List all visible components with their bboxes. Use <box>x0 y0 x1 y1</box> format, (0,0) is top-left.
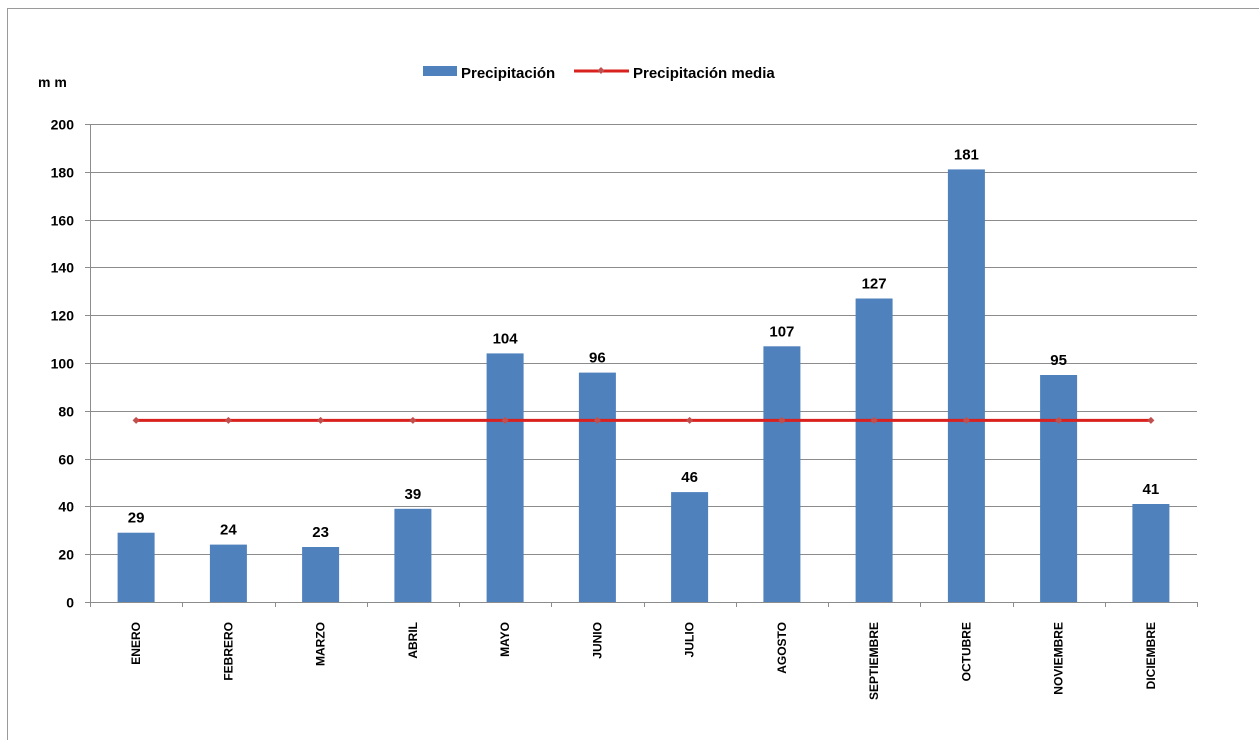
bar-octubre <box>948 169 985 602</box>
y-tick-label: 100 <box>51 356 75 372</box>
y-tick-label: 180 <box>51 165 75 181</box>
bar-mayo <box>487 353 524 602</box>
data-label-septiembre: 127 <box>862 276 887 293</box>
data-label-enero: 29 <box>128 510 145 527</box>
data-label-abril: 39 <box>405 486 422 503</box>
x-tick-label-diciembre: DICIEMBRE <box>1144 622 1158 689</box>
y-tick-label: 120 <box>51 308 75 324</box>
data-label-noviembre: 95 <box>1050 352 1067 369</box>
bar-abril <box>394 509 431 602</box>
x-tick-label-septiembre: SEPTIEMBRE <box>867 622 881 700</box>
legend-label-precipitacion: Precipitación <box>461 65 555 82</box>
y-axis-unit-label: m m <box>38 74 67 90</box>
data-label-julio: 46 <box>681 469 698 486</box>
bar-agosto <box>763 346 800 602</box>
legend-label-precipitacion-media: Precipitación media <box>633 65 775 82</box>
data-label-marzo: 23 <box>312 524 329 541</box>
x-tick-label-marzo: MARZO <box>314 622 328 666</box>
x-tick-label-agosto: AGOSTO <box>775 622 789 674</box>
bar-junio <box>579 373 616 602</box>
bar-febrero <box>210 545 247 602</box>
x-tick-label-julio: JULIO <box>683 622 697 657</box>
x-tick-label-abril: ABRIL <box>406 622 420 659</box>
y-tick-label: 40 <box>58 499 74 515</box>
chart-frame <box>8 9 1259 741</box>
y-tick-label: 160 <box>51 213 75 229</box>
x-tick-label-junio: JUNIO <box>590 622 604 659</box>
y-tick-label: 60 <box>58 452 74 468</box>
data-label-junio: 96 <box>589 350 606 367</box>
bar-marzo <box>302 547 339 602</box>
y-tick-label: 140 <box>51 260 75 276</box>
y-tick-label: 0 <box>66 595 74 611</box>
y-tick-label: 200 <box>51 117 75 133</box>
y-tick-label: 80 <box>58 404 74 420</box>
bar-noviembre <box>1040 375 1077 602</box>
data-label-diciembre: 41 <box>1143 481 1160 498</box>
bar-julio <box>671 492 708 602</box>
bar-enero <box>118 533 155 602</box>
x-tick-label-febrero: FEBRERO <box>221 622 235 681</box>
y-tick-label: 20 <box>58 547 74 563</box>
bar-septiembre <box>856 299 893 603</box>
legend-swatch-precipitacion <box>423 66 457 76</box>
bar-diciembre <box>1132 504 1169 602</box>
x-tick-label-enero: ENERO <box>129 622 143 665</box>
data-label-octubre: 181 <box>954 146 979 163</box>
x-tick-label-mayo: MAYO <box>498 622 512 657</box>
x-tick-label-octubre: OCTUBRE <box>959 622 973 681</box>
data-label-mayo: 104 <box>493 330 519 347</box>
data-label-agosto: 107 <box>769 323 794 340</box>
x-tick-label-noviembre: NOVIEMBRE <box>1052 622 1066 695</box>
data-label-febrero: 24 <box>220 522 237 539</box>
